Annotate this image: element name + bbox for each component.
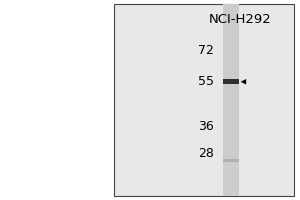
- Text: 55: 55: [198, 75, 214, 88]
- Text: 72: 72: [198, 44, 214, 57]
- Text: NCI-H292: NCI-H292: [208, 13, 272, 26]
- Bar: [223, 159, 239, 162]
- Bar: [223, 4, 239, 196]
- Bar: [114, 4, 294, 196]
- Text: 28: 28: [198, 147, 214, 160]
- Bar: [223, 79, 239, 84]
- Text: 36: 36: [198, 120, 214, 133]
